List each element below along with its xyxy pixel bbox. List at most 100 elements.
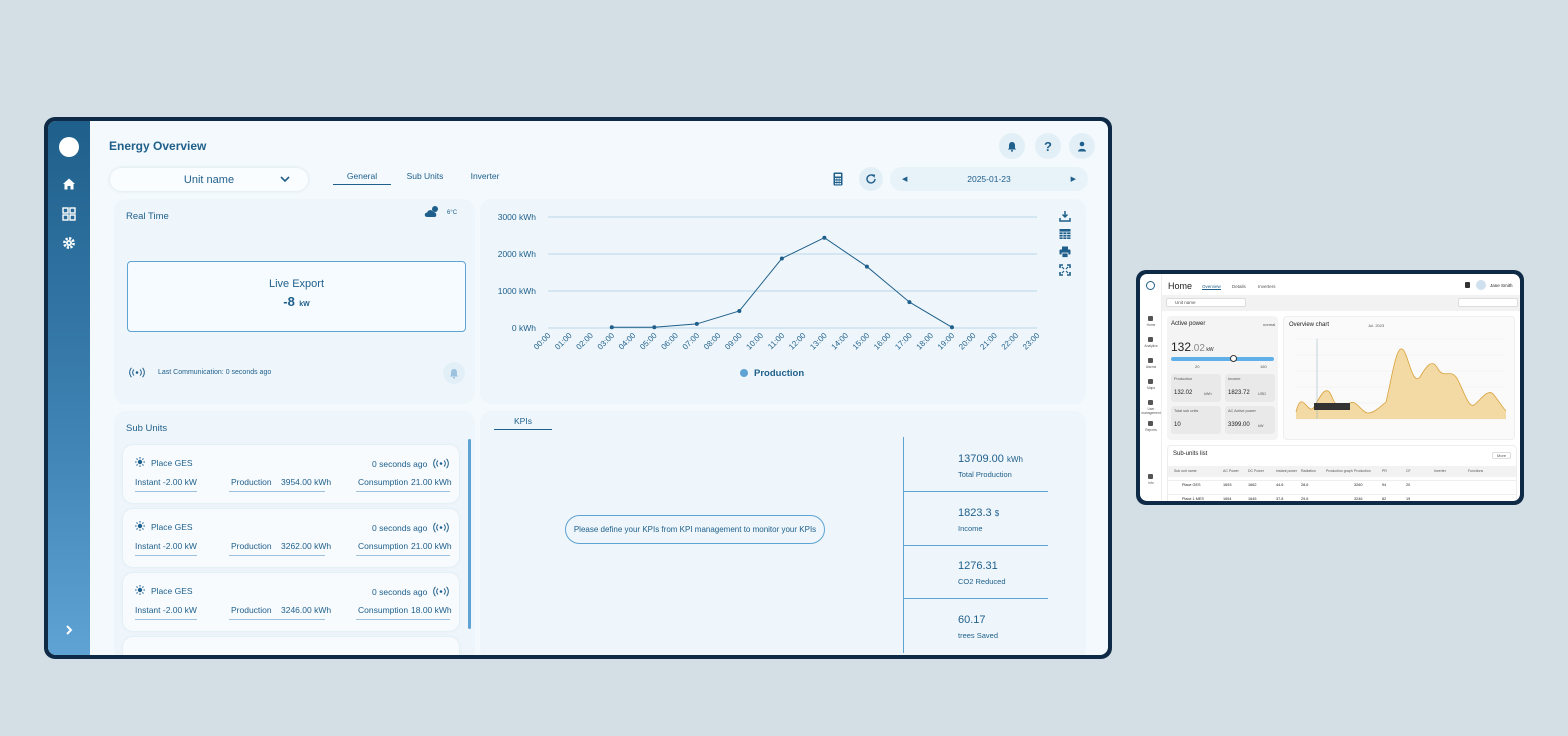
x-tick-label: 23:00 <box>1021 331 1042 352</box>
sub-unit-consumption-label: Consumption <box>358 477 409 487</box>
x-tick-label: 21:00 <box>978 331 999 352</box>
dashboard-icon[interactable] <box>60 205 78 223</box>
x-tick-label: 16:00 <box>872 331 893 352</box>
data-point <box>822 235 827 240</box>
preview-table-row[interactable] <box>1168 494 1516 495</box>
list-item[interactable]: Place GES 0 seconds ago Instant -2.00 kW Pr… <box>123 445 459 503</box>
sub-units-scrollbar[interactable] <box>468 439 471 629</box>
preview-status: normal <box>1263 322 1276 327</box>
tab-inverter[interactable]: Inverter <box>470 171 500 181</box>
underline <box>356 619 450 620</box>
preview-sidebar-icon[interactable] <box>1148 421 1153 426</box>
previous-day-arrow-icon[interactable]: ◀ <box>902 176 908 183</box>
sub-unit-production: 3262.00 kWh <box>281 541 332 551</box>
calculator-icon[interactable] <box>826 167 850 191</box>
preview-sidebar-icon[interactable] <box>1148 379 1153 384</box>
preview-tab-details[interactable]: Details <box>1232 284 1246 289</box>
expand-sidebar-chevron-icon[interactable] <box>60 621 78 639</box>
preview-sidebar-icon[interactable] <box>1148 337 1153 342</box>
preview-title: Home <box>1168 281 1193 291</box>
preview-bell-icon[interactable] <box>1465 282 1470 288</box>
preview-column-header[interactable]: Instant power <box>1276 469 1298 473</box>
user-profile-icon[interactable] <box>1069 133 1095 159</box>
preview-tile-label: Total sub units <box>1174 409 1199 413</box>
x-tick-label: 17:00 <box>893 331 914 352</box>
sub-unit-instant: Instant -2.00 kW <box>135 477 197 487</box>
data-point <box>779 256 784 261</box>
preview-table-cell: 1645 <box>1248 497 1257 501</box>
preview-sidebar-label: Analytics <box>1144 344 1158 348</box>
preview-avatar[interactable] <box>1476 280 1486 290</box>
preview-tab-overview[interactable]: Overview <box>1202 284 1221 290</box>
kpi-stat-label: Income <box>958 524 983 533</box>
preview-column-header[interactable]: Sub unit name <box>1174 469 1197 473</box>
y-tick-label: 0 kWh <box>512 323 536 333</box>
y-tick-label: 2000 kWh <box>498 249 537 259</box>
tab-kpis[interactable]: KPIs <box>494 416 552 430</box>
sub-unit-last-seen: 0 seconds ago <box>372 523 428 533</box>
kpi-stat: 60.17 trees Saved <box>903 614 1048 640</box>
alarm-bell-icon[interactable] <box>443 362 465 384</box>
fullscreen-icon[interactable] <box>1059 264 1071 276</box>
live-export-unit: kW <box>299 301 310 308</box>
notifications-bell-icon[interactable] <box>999 133 1025 159</box>
preview-column-header[interactable]: AC Power <box>1223 469 1239 473</box>
preview-unit-select[interactable]: Unit name <box>1166 298 1246 307</box>
preview-column-header[interactable]: Production graph <box>1326 469 1353 473</box>
preview-tab-inverters[interactable]: Inverters <box>1258 284 1276 289</box>
print-icon[interactable] <box>1059 246 1071 258</box>
preview-column-header[interactable]: PR <box>1382 469 1387 473</box>
preview-column-header[interactable]: Functions <box>1468 469 1484 473</box>
sub-unit-production: 3954.00 kWh <box>281 477 332 487</box>
preview-more-button[interactable]: More <box>1492 452 1512 459</box>
kpi-stat: 13709.00 kWh Total Production <box>903 453 1048 492</box>
preview-active-power-panel: Active power normal 132.02 kW 20 160 Pro… <box>1167 316 1278 440</box>
x-tick-label: 22:00 <box>1000 331 1021 352</box>
preview-sidebar-icon[interactable] <box>1148 400 1153 405</box>
preview-sidebar-icon[interactable] <box>1148 316 1153 321</box>
preview-column-header[interactable]: CF <box>1406 469 1411 473</box>
preview-sidebar-icon[interactable] <box>1148 474 1153 479</box>
solar-plant-icon <box>135 457 145 467</box>
date-picker[interactable]: ◀ 2025-01-23 ▶ <box>890 167 1088 191</box>
settings-gear-icon[interactable] <box>60 234 78 252</box>
kpi-stat-value: 60.17 <box>958 614 986 626</box>
x-tick-label: 00:00 <box>532 331 553 352</box>
table-view-icon[interactable] <box>1059 228 1071 240</box>
preview-chart-title: Overview chart <box>1289 322 1330 328</box>
preview-sidebar-icon[interactable] <box>1148 358 1153 363</box>
preview-date-picker[interactable] <box>1458 298 1518 307</box>
preview-column-header[interactable]: Radiation <box>1301 469 1316 473</box>
preview-table-row[interactable] <box>1168 480 1516 481</box>
home-icon[interactable] <box>60 175 78 193</box>
preview-tile-label: AC Active power <box>1228 409 1256 413</box>
preview-sidebar-label: Alarms <box>1145 365 1157 369</box>
tab-sub-units[interactable]: Sub Units <box>406 171 444 181</box>
list-item[interactable]: Place GES 0 seconds ago Instant -2.00 kW Pr… <box>123 573 459 631</box>
preview-tile-unit: kWh <box>1204 391 1212 396</box>
next-day-arrow-icon[interactable]: ▶ <box>1070 176 1076 183</box>
preview-tile-value: 1823.72 <box>1228 390 1250 396</box>
preview-column-header[interactable]: Production <box>1354 469 1371 473</box>
sub-unit-production-label: Production <box>231 605 272 615</box>
tab-general[interactable]: General <box>333 171 391 185</box>
unit-select-dropdown[interactable]: Unit name <box>110 168 308 191</box>
list-item-partial[interactable] <box>123 637 459 655</box>
data-point <box>907 300 912 305</box>
download-icon[interactable] <box>1059 210 1071 222</box>
preview-screen: Home Analytics Alarms Maps User management Re… <box>1140 274 1520 501</box>
kpi-separator <box>903 598 1048 599</box>
legend-swatch <box>740 369 748 377</box>
preview-power-slider-handle[interactable] <box>1230 355 1237 362</box>
list-item[interactable]: Place GES 0 seconds ago Instant -2.00 kW Pr… <box>123 509 459 567</box>
preview-user-name: Jane Smith <box>1490 283 1513 288</box>
preview-column-header[interactable]: DC Power <box>1248 469 1264 473</box>
kpi-stat-value-line: 1276.31 <box>958 560 1048 572</box>
page-title: Energy Overview <box>109 139 207 153</box>
refresh-icon[interactable] <box>859 167 883 191</box>
kpi-stat-label: CO2 Reduced <box>958 577 1006 586</box>
data-point <box>652 325 657 330</box>
legend-label-production: Production <box>754 368 804 379</box>
preview-column-header[interactable]: Inverter <box>1434 469 1446 473</box>
help-button[interactable]: ? <box>1035 133 1061 159</box>
